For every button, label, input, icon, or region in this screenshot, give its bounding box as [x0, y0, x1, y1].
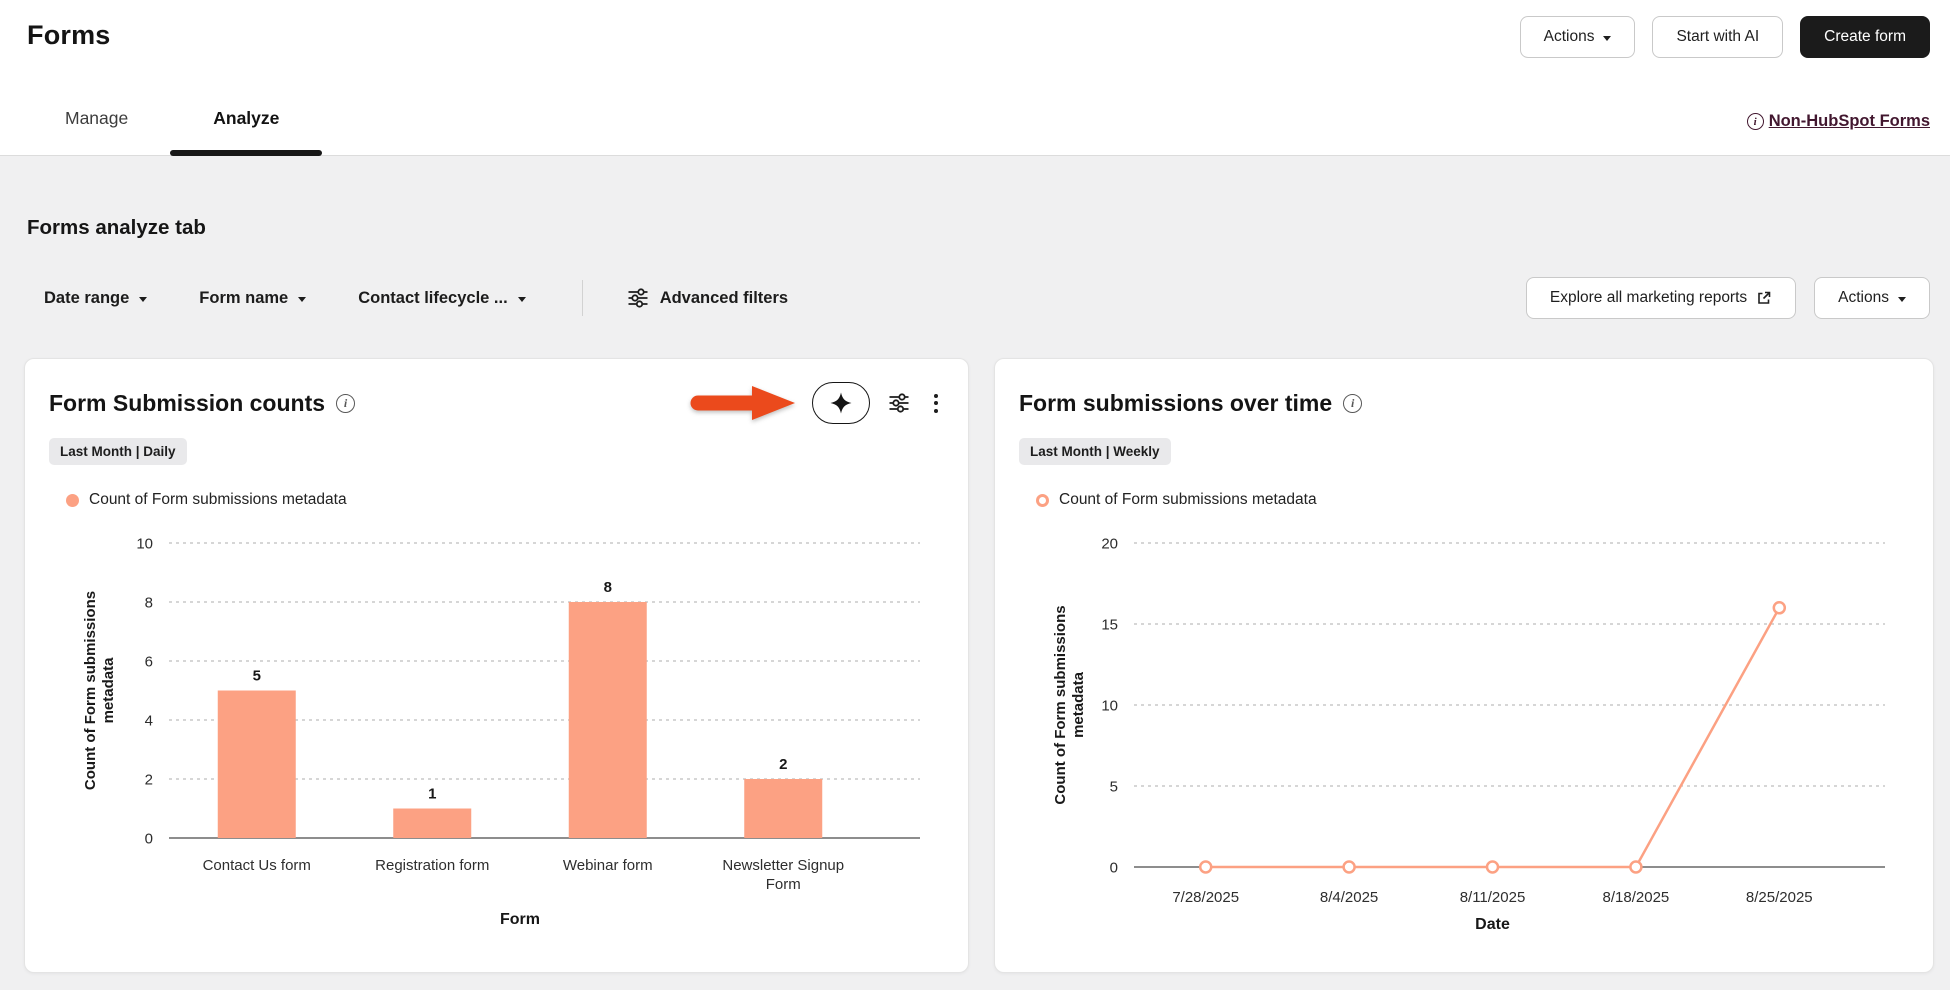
svg-text:Count of Form submissionsmetad: Count of Form submissionsmetadata [1052, 605, 1087, 804]
svg-text:0: 0 [1110, 860, 1118, 877]
svg-text:Contact Us form: Contact Us form [203, 857, 311, 874]
svg-text:4: 4 [145, 713, 153, 730]
chevron-down-icon [1603, 35, 1612, 41]
tab-manage[interactable]: Manage [65, 108, 129, 128]
tab-analyze[interactable]: Analyze [170, 108, 323, 156]
svg-text:Registration form: Registration form [375, 857, 489, 874]
start-with-ai-label: Start with AI [1676, 28, 1760, 45]
chevron-down-icon [298, 296, 307, 302]
svg-text:8/25/2025: 8/25/2025 [1746, 889, 1813, 906]
more-options-button[interactable] [928, 390, 944, 417]
actions-dropdown-button[interactable]: Actions [1519, 16, 1636, 58]
svg-text:8/18/2025: 8/18/2025 [1603, 889, 1670, 906]
bar-chart[interactable]: 0 2 4 6 8 10 Count of Form submissionsmetadata… [49, 515, 944, 950]
report-cards: Form Submission counts i [24, 358, 1934, 973]
svg-text:1: 1 [428, 786, 436, 803]
actions-dropdown-button[interactable]: Actions [1814, 277, 1930, 319]
svg-text:15: 15 [1101, 617, 1118, 634]
svg-text:7/28/2025: 7/28/2025 [1172, 889, 1239, 906]
svg-text:10: 10 [1101, 698, 1118, 715]
main-content: Forms analyze tab Date range Form name C… [0, 156, 1950, 973]
advanced-filters-label: Advanced filters [659, 288, 789, 307]
legend-label: Count of Form submissions metadata [89, 491, 347, 508]
card-title: Form submissions over time i [1019, 389, 1363, 417]
date-range-label: Date range [44, 288, 130, 307]
svg-text:8: 8 [145, 595, 153, 612]
legend-label: Count of Form submissions metadata [1059, 491, 1317, 508]
svg-text:Count of Form submissionsmetad: Count of Form submissionsmetadata [82, 591, 117, 790]
sparkle-icon [830, 392, 852, 414]
svg-text:2: 2 [145, 772, 153, 789]
page-title: Forms [27, 20, 111, 50]
header-actions: Actions Start with AI Create form [1519, 16, 1930, 58]
actions-label: Actions [1543, 28, 1595, 45]
external-link-icon [1758, 291, 1771, 304]
contact-lifecycle-label: Contact lifecycle ... [358, 288, 508, 307]
info-icon[interactable]: i [336, 393, 356, 413]
start-with-ai-button[interactable]: Start with AI [1652, 16, 1784, 58]
svg-text:5: 5 [1110, 779, 1118, 796]
create-form-button[interactable]: Create form [1800, 16, 1930, 58]
create-form-label: Create form [1824, 28, 1906, 45]
customize-chart-button[interactable] [886, 390, 912, 416]
non-hubspot-forms-label: Non-HubSpot Forms [1768, 112, 1930, 130]
svg-text:10: 10 [136, 536, 153, 553]
svg-text:8: 8 [604, 579, 612, 596]
annotation-arrow-icon [690, 386, 795, 420]
svg-text:Date: Date [1475, 916, 1510, 933]
svg-text:0: 0 [145, 831, 153, 848]
chevron-down-icon [1898, 296, 1906, 302]
date-range-badge: Last Month | Weekly [1019, 438, 1171, 465]
info-icon: i [1746, 113, 1764, 130]
page-heading: Forms analyze tab [27, 216, 206, 239]
explore-reports-button[interactable]: Explore all marketing reports [1525, 277, 1797, 319]
tabs-row: Manage Analyze i Non-HubSpot Forms [0, 108, 1950, 156]
explore-reports-label: Explore all marketing reports [1549, 289, 1748, 306]
card-controls [690, 382, 944, 424]
chart-legend: Count of Form submissions metadata [1036, 491, 1909, 509]
card-title-text: Form submissions over time [1019, 389, 1333, 416]
svg-text:8/4/2025: 8/4/2025 [1320, 889, 1378, 906]
form-name-label: Form name [199, 288, 289, 307]
page-header: Forms Actions Start with AI Create form … [0, 0, 1950, 156]
svg-text:2: 2 [779, 756, 787, 773]
legend-ring-icon [1036, 493, 1049, 507]
tabs: Manage Analyze [65, 108, 323, 156]
advanced-filters-button[interactable]: Advanced filters [627, 287, 788, 309]
sliders-icon [889, 393, 909, 413]
line-chart[interactable]: 0 5 10 15 20 Count of Form submissionsmetadat… [1019, 515, 1909, 950]
form-submissions-over-time-card: Form submissions over time i Last Month … [994, 358, 1934, 973]
vertical-dots-icon [930, 392, 942, 415]
svg-text:20: 20 [1101, 536, 1118, 553]
form-name-filter[interactable]: Form name [199, 288, 307, 308]
svg-text:Webinar form: Webinar form [563, 857, 653, 874]
filter-actions: Explore all marketing reports Actions [1525, 277, 1930, 319]
ai-insights-button[interactable] [812, 382, 870, 424]
svg-text:Form: Form [500, 911, 540, 928]
svg-text:5: 5 [253, 668, 261, 685]
chart-legend: Count of Form submissions metadata [66, 491, 944, 509]
contact-lifecycle-filter[interactable]: Contact lifecycle ... [358, 288, 526, 308]
chevron-down-icon [139, 296, 148, 302]
divider [581, 280, 583, 316]
date-range-filter[interactable]: Date range [44, 288, 148, 308]
info-icon[interactable]: i [1343, 393, 1363, 413]
sliders-icon [628, 288, 648, 308]
non-hubspot-forms-link[interactable]: i Non-HubSpot Forms [1746, 112, 1930, 155]
form-submission-counts-card: Form Submission counts i [24, 358, 969, 973]
filter-bar: Date range Form name Contact lifecycle .… [44, 276, 1930, 320]
card-title: Form Submission counts i [49, 389, 356, 417]
card-title-text: Form Submission counts [49, 389, 326, 416]
chevron-down-icon [517, 296, 526, 302]
date-range-badge: Last Month | Daily [49, 438, 187, 465]
actions-label: Actions [1838, 289, 1889, 306]
svg-text:8/11/2025: 8/11/2025 [1460, 889, 1526, 906]
svg-text:6: 6 [145, 654, 153, 671]
legend-dot-icon [66, 493, 79, 507]
